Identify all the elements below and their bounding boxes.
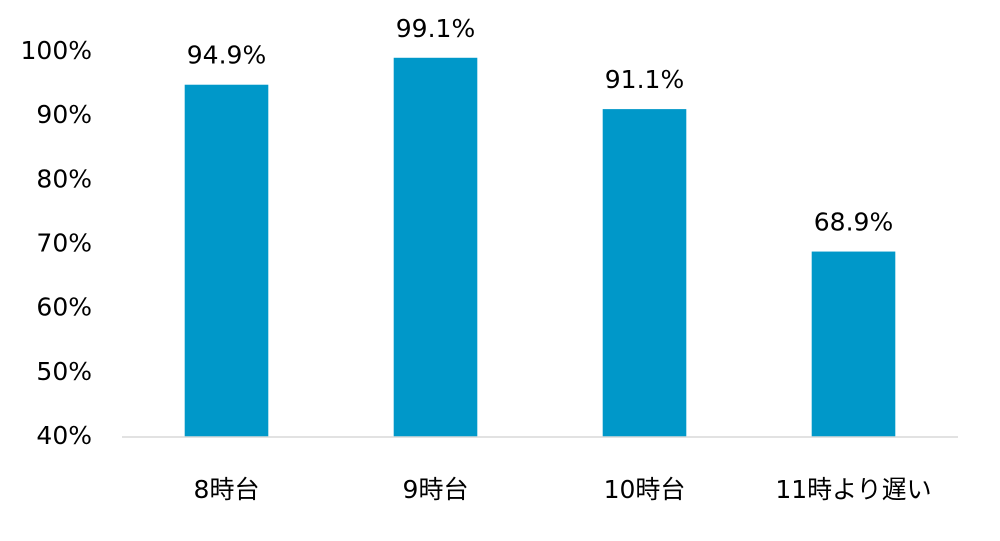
y-tick-label: 70% — [36, 229, 92, 258]
x-tick-label: 11時より遅い — [775, 475, 931, 504]
data-label: 68.9% — [814, 208, 893, 237]
bar — [811, 251, 896, 437]
x-tick-label: 10時台 — [604, 475, 686, 504]
data-label: 94.9% — [187, 41, 266, 70]
data-label: 91.1% — [605, 65, 684, 94]
y-tick-label: 40% — [36, 421, 92, 450]
bar — [393, 57, 478, 438]
bar — [602, 109, 687, 437]
y-tick-label: 90% — [36, 100, 92, 129]
y-tick-label: 50% — [36, 357, 92, 386]
y-tick-label: 100% — [21, 36, 92, 65]
x-tick-label: 9時台 — [403, 475, 469, 504]
data-label: 99.1% — [396, 14, 475, 43]
y-tick-label: 60% — [36, 293, 92, 322]
y-tick-label: 80% — [36, 164, 92, 193]
x-tick-label: 8時台 — [194, 475, 260, 504]
bar — [184, 84, 269, 437]
